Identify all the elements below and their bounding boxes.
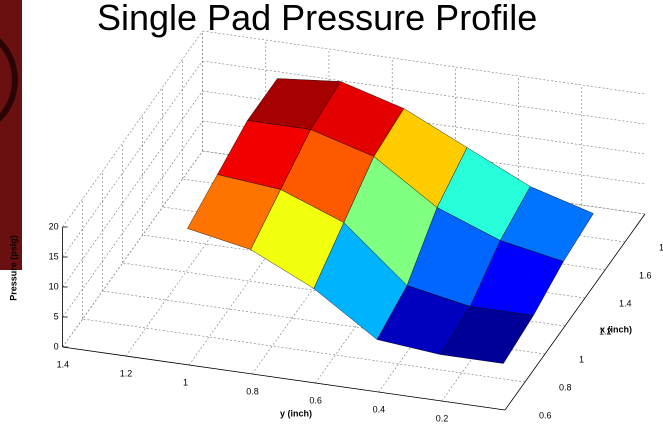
y-tick-label: 1.4: [57, 359, 70, 369]
z-tick-label: 10: [49, 281, 59, 291]
y-tick-label: 0.2: [436, 413, 449, 423]
y-tick-label: 0.4: [373, 404, 386, 414]
z-tick-label: 5: [54, 311, 59, 321]
y-axis-label: y (inch): [280, 408, 312, 418]
z-tick-label: 15: [49, 251, 59, 261]
grid-line: [63, 91, 203, 287]
z-axis-label: Pressure (psig): [8, 235, 18, 301]
x-tick-label: 0.6: [539, 410, 552, 420]
x-tick-label: 1.6: [639, 270, 652, 280]
x-tick-label: 1.8: [659, 242, 663, 252]
y-tick-label: 0.8: [246, 386, 259, 396]
y-tick-label: 1.2: [120, 368, 133, 378]
slide: {"chart_data": { "type": "surface", "tit…: [0, 0, 663, 429]
x-tick-label: 1.4: [619, 298, 632, 308]
grid-line: [203, 31, 645, 94]
z-tick-label: 0: [54, 341, 59, 351]
x-axis-label: x (inch): [600, 324, 632, 334]
grid-line: [63, 61, 203, 257]
slide-decoration: [0, 0, 22, 270]
x-tick-label: 0.8: [559, 382, 572, 392]
y-axis: [63, 347, 505, 410]
z-tick-label: 20: [49, 221, 59, 231]
chart: Single Pad Pressure Profile 0.6 0.8 1 1.2 1.…: [0, 0, 663, 429]
grid-line: [63, 31, 203, 227]
chart-title: Single Pad Pressure Profile: [97, 0, 537, 38]
y-tick-label: 0.6: [309, 395, 322, 405]
grid-line: [63, 121, 203, 317]
y-tick-label: 1: [183, 377, 188, 387]
x-tick-label: 1: [579, 354, 584, 364]
grid-line: [63, 151, 203, 347]
